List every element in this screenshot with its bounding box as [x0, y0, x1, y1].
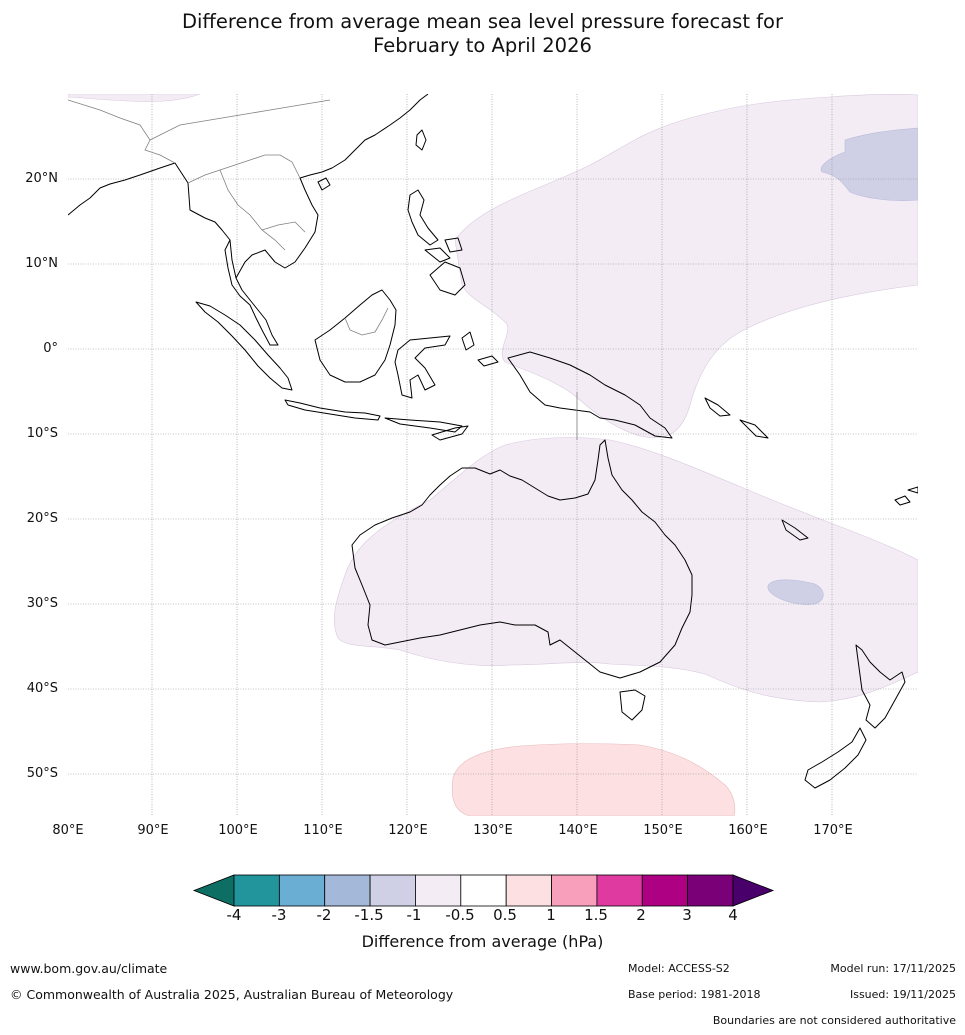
colorbar-swatch [505, 874, 552, 907]
colorbar-swatch [233, 874, 280, 907]
fiji-islands [894, 486, 918, 506]
colorbar-swatch [551, 874, 598, 907]
lat-label-10s: 10°S [26, 426, 58, 441]
footer-base-period: Base period: 1981-2018 [628, 988, 761, 1001]
new-zealand-north-island [855, 644, 906, 729]
lat-label-0: 0° [43, 341, 58, 356]
anomaly-area-australia-tasman [333, 437, 918, 703]
hainan-island [317, 177, 331, 191]
lat-label-20s: 20°S [26, 511, 58, 526]
luzon-island [407, 189, 439, 246]
colorbar-tick: 1 [546, 906, 556, 924]
lon-label-160e: 160°E [728, 823, 768, 838]
taiwan-island [415, 129, 427, 151]
coastlines [68, 94, 918, 789]
tasmania-island [619, 689, 646, 721]
lat-label-50s: 50°S [26, 766, 58, 781]
sulawesi-island [394, 335, 451, 399]
colorbar-tick: 3 [682, 906, 692, 924]
solomon-islands [704, 397, 769, 439]
colorbar-tick: -3 [271, 906, 287, 924]
footer-model-run: Model run: 17/11/2025 [830, 962, 956, 975]
colorbar-tick: 4 [728, 906, 738, 924]
colorbar-tick: -0.5 [445, 906, 475, 924]
sumatra-island [195, 301, 293, 391]
anomaly-area-southern-ocean [451, 743, 736, 816]
lon-label-90e: 90°E [137, 823, 169, 838]
timor-island [431, 425, 469, 441]
colorbar-swatch [415, 874, 462, 907]
colorbar-extend-low [192, 874, 235, 907]
lon-label-80e: 80°E [52, 823, 84, 838]
moluccas-islands [461, 331, 499, 367]
java-island [284, 399, 381, 421]
colorbar-swatch [687, 874, 734, 907]
colorbar-swatch [278, 874, 326, 907]
colorbar-tick: -1 [406, 906, 422, 924]
anomaly-area-coral-sea-new-caledonia [767, 579, 824, 605]
colorbar-extend-high [732, 874, 775, 907]
footer-disclaimer: Boundaries are not considered authoritat… [712, 1014, 956, 1027]
colorbar-tick: 1.5 [584, 906, 608, 924]
chart-title: Difference from average mean sea level p… [0, 10, 965, 58]
colorbar-tick: -4 [226, 906, 242, 924]
title-line-1: Difference from average mean sea level p… [182, 10, 783, 33]
title-line-2: February to April 2026 [373, 34, 592, 57]
lon-label-140e: 140°E [558, 823, 598, 838]
colorbar-tick: 0.5 [493, 906, 517, 924]
colorbar-tick: -1.5 [354, 906, 384, 924]
footer-model: Model: ACCESS-S2 [628, 962, 730, 975]
lon-label-170e: 170°E [813, 823, 853, 838]
philippine-visayas [424, 237, 463, 263]
anomaly-area-north-pacific-east [820, 127, 918, 201]
footer-copyright: © Commonwealth of Australia 2025, Austra… [10, 987, 454, 1002]
lat-label-40s: 40°S [26, 681, 58, 696]
colorbar-swatch [324, 874, 371, 907]
graticule [68, 94, 918, 816]
new-guinea-island [507, 351, 673, 439]
colorbar-swatch [596, 874, 643, 907]
footer-issued: Issued: 19/11/2025 [849, 988, 956, 1001]
colorbar-swatch [641, 874, 689, 907]
borneo-island [314, 289, 397, 383]
lon-label-120e: 120°E [388, 823, 428, 838]
colorbar-swatch [369, 874, 416, 907]
colorbar-tick: -2 [316, 906, 332, 924]
colorbar-tick: 2 [636, 906, 646, 924]
new-caledonia-island [781, 519, 809, 541]
colorbar-title: Difference from average (hPa) [361, 932, 604, 951]
lat-label-10n: 10°N [25, 256, 58, 271]
lon-label-100e: 100°E [218, 823, 258, 838]
lon-label-110e: 110°E [303, 823, 343, 838]
lon-label-150e: 150°E [643, 823, 683, 838]
australia-mainland-coast [351, 439, 693, 679]
footer-url: www.bom.gov.au/climate [10, 961, 168, 976]
country-borders [68, 99, 578, 440]
lesser-sunda-islands [384, 417, 463, 433]
lon-label-130e: 130°E [473, 823, 513, 838]
anomaly-area-northern-indochina [68, 94, 201, 102]
new-zealand-south-island [804, 727, 867, 789]
lat-label-30s: 30°S [26, 596, 58, 611]
mindanao-island [429, 261, 466, 296]
colorbar-swatch [460, 874, 507, 907]
lat-label-20n: 20°N [25, 171, 58, 186]
